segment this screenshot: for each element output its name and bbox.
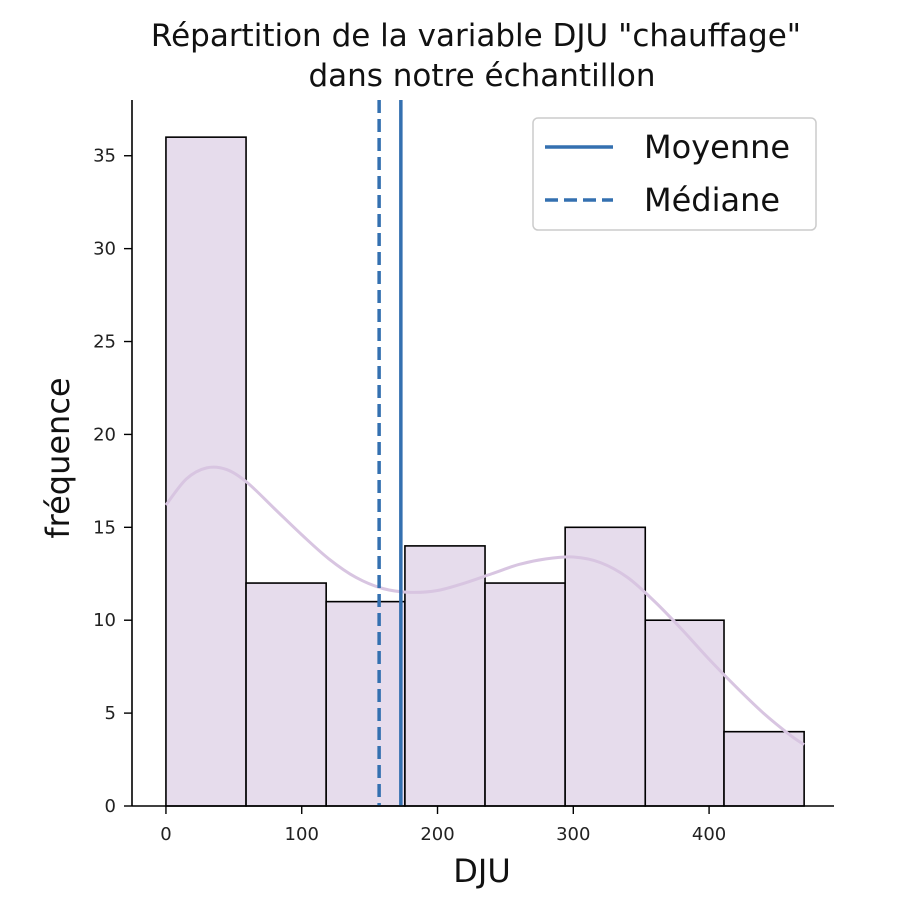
chart-title-line-2: dans notre échantillon bbox=[308, 58, 655, 94]
histogram-bar-3 bbox=[404, 545, 486, 807]
histogram-bar-2 bbox=[325, 600, 406, 807]
x-tick-label: 300 bbox=[556, 824, 590, 845]
histogram-bar-6 bbox=[644, 619, 725, 807]
y-tick-label: 30 bbox=[93, 239, 116, 260]
y-tick-label: 35 bbox=[93, 146, 116, 167]
legend: Moyenne Médiane bbox=[532, 117, 817, 231]
legend-label: Médiane bbox=[644, 181, 780, 219]
histogram-bar-7 bbox=[723, 730, 805, 807]
kde-curve-group bbox=[164, 465, 805, 746]
legend-label: Moyenne bbox=[644, 128, 790, 166]
x-tick-label: 400 bbox=[692, 824, 726, 845]
x-axis-label: DJU bbox=[453, 852, 511, 890]
y-tick-label: 5 bbox=[105, 703, 116, 724]
x-tick-label: 200 bbox=[420, 824, 454, 845]
chart-title: Répartition de la variable DJU "chauffag… bbox=[151, 18, 801, 94]
y-tick-label: 25 bbox=[93, 332, 116, 353]
histogram-bar-1 bbox=[245, 582, 327, 807]
x-tick-label: 100 bbox=[285, 824, 319, 845]
y-tick-label: 20 bbox=[93, 424, 116, 445]
y-tick-label: 10 bbox=[93, 610, 116, 631]
y-tick-label: 0 bbox=[105, 796, 116, 817]
ticks: 0 100 200 300 400 0 5 10 15 20 25 30 35 bbox=[93, 146, 726, 845]
kde-curve bbox=[164, 465, 805, 746]
axes bbox=[131, 100, 834, 807]
y-tick-label: 15 bbox=[93, 517, 116, 538]
histogram-bar-5 bbox=[564, 526, 647, 807]
y-axis-label: fréquence bbox=[39, 377, 77, 538]
x-tick-label: 0 bbox=[160, 824, 171, 845]
histogram-bar-4 bbox=[484, 582, 566, 807]
chart-title-line-1: Répartition de la variable DJU "chauffag… bbox=[151, 18, 801, 54]
histogram-bars bbox=[165, 136, 805, 807]
reference-lines bbox=[377, 100, 403, 806]
